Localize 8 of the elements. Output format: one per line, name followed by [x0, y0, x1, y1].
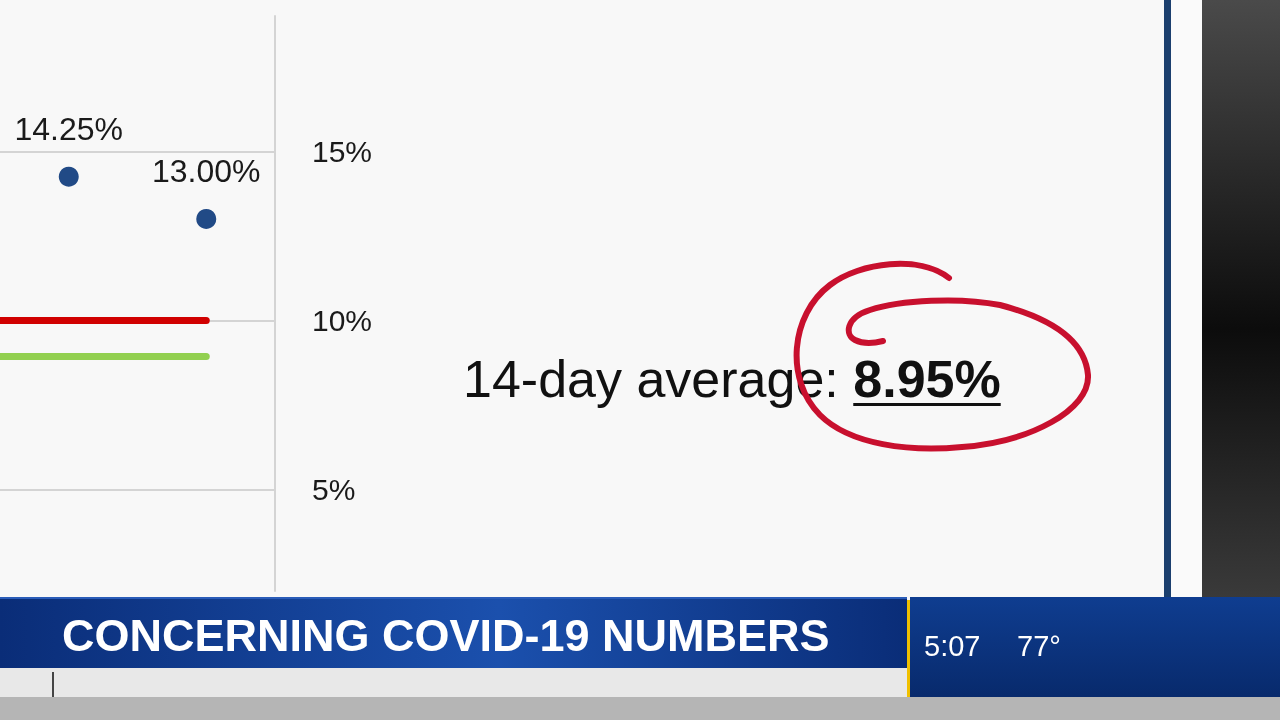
text: 5:07 — [924, 630, 981, 662]
y-tick-label: 10% — [312, 303, 373, 337]
text: CONCERNING COVID-19 NUMBERS — [62, 610, 830, 661]
data-label: 13.00% — [151, 152, 261, 189]
data-label: 14.25% — [14, 110, 124, 147]
y-tick-label: 5% — [312, 473, 356, 507]
y-tick-label: 15% — [312, 134, 373, 168]
text: 77° — [1017, 630, 1061, 662]
